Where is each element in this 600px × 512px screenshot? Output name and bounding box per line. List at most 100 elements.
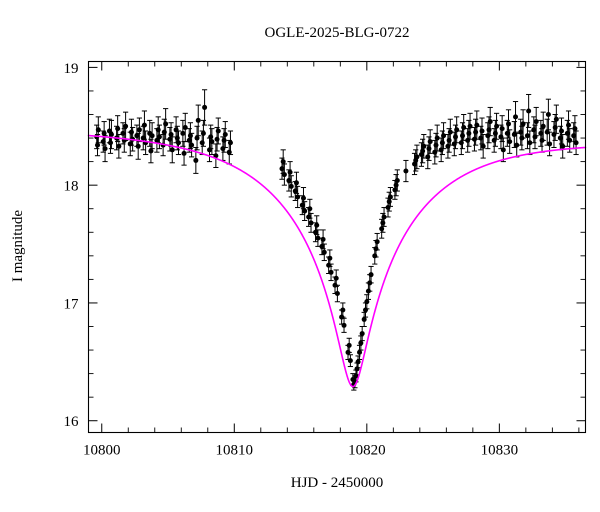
data-point (175, 130, 182, 156)
data-point (434, 124, 440, 152)
y-tick-label: 18 (64, 179, 79, 195)
data-point (346, 337, 352, 353)
data-point (127, 131, 133, 157)
data-point (108, 119, 115, 150)
data-point (393, 174, 399, 197)
data-point (499, 115, 505, 143)
data-point (293, 171, 300, 194)
data-point (308, 212, 314, 233)
data-point (520, 109, 526, 139)
y-tick-label: 16 (64, 414, 80, 430)
x-axis-label: HJD - 2450000 (291, 475, 384, 491)
data-point (295, 185, 301, 209)
photometry-data-points (94, 89, 579, 391)
data-point (194, 125, 200, 151)
y-axis-label: I magnitude (10, 210, 26, 282)
data-point (540, 111, 546, 141)
data-point (558, 117, 565, 145)
data-point (512, 101, 519, 133)
y-tick-label: 17 (64, 296, 80, 312)
data-point (347, 354, 353, 368)
x-tick-label: 10830 (481, 443, 519, 459)
data-point (141, 110, 148, 140)
data-point (136, 117, 142, 143)
data-point (461, 114, 467, 141)
data-point (123, 111, 129, 141)
data-point (374, 232, 380, 251)
data-point (565, 110, 572, 140)
y-axis-tick-labels: 16 17 18 19 (64, 61, 80, 430)
data-point (479, 117, 485, 145)
data-point (440, 122, 447, 150)
x-axis-tick-labels: 10800 10810 10820 10830 (83, 443, 518, 459)
x-tick-label: 10820 (348, 443, 386, 459)
data-point (94, 134, 101, 157)
data-point (493, 112, 500, 140)
data-point (143, 130, 149, 156)
data-point (560, 134, 566, 159)
data-point (102, 135, 108, 163)
data-point (355, 355, 361, 369)
data-point (427, 129, 433, 154)
data-point (163, 108, 169, 140)
data-point (101, 121, 107, 146)
data-point (340, 302, 346, 318)
data-point (368, 265, 374, 284)
data-point (474, 110, 480, 140)
y-axis-minor-ticks (88, 90, 586, 398)
data-point (169, 136, 175, 164)
data-point (403, 159, 409, 183)
data-point (201, 89, 208, 126)
data-point (213, 143, 219, 168)
data-point (209, 128, 215, 156)
data-point (307, 198, 313, 219)
data-point (135, 132, 141, 160)
data-point (546, 131, 553, 157)
data-point (334, 284, 340, 303)
data-point (280, 149, 286, 174)
data-point (447, 118, 453, 146)
data-point (195, 104, 201, 137)
data-point (302, 201, 308, 221)
data-point (227, 130, 234, 156)
model-curve-line (87, 134, 587, 388)
y-tick-label: 19 (64, 61, 79, 77)
data-point (454, 116, 460, 144)
data-point (215, 117, 221, 145)
data-point (156, 124, 163, 150)
x-tick-label: 10800 (83, 443, 121, 459)
x-tick-label: 10810 (216, 443, 254, 459)
data-point (507, 129, 513, 154)
data-point (189, 132, 195, 158)
data-point (314, 215, 320, 236)
data-point (387, 187, 394, 207)
data-point (414, 144, 420, 170)
data-point (116, 134, 122, 159)
data-point (573, 130, 579, 156)
data-point (315, 229, 321, 247)
y-axis-major-ticks (88, 66, 586, 422)
data-point (320, 229, 326, 250)
data-point (328, 263, 334, 282)
data-point (421, 134, 427, 159)
data-point (321, 243, 327, 262)
x-axis-minor-ticks (127, 61, 580, 433)
data-point (394, 169, 400, 192)
data-point (533, 106, 539, 137)
data-point (288, 175, 294, 198)
data-point (168, 122, 174, 147)
data-point (180, 119, 186, 147)
data-point (545, 98, 551, 131)
data-point (182, 112, 188, 143)
data-point (505, 109, 512, 139)
data-point (287, 161, 293, 184)
data-point (149, 122, 155, 150)
data-point (487, 106, 493, 137)
data-point (341, 317, 347, 333)
data-point (222, 121, 228, 148)
data-point (281, 163, 287, 186)
data-point (480, 134, 486, 159)
x-axis-major-ticks (101, 61, 500, 433)
